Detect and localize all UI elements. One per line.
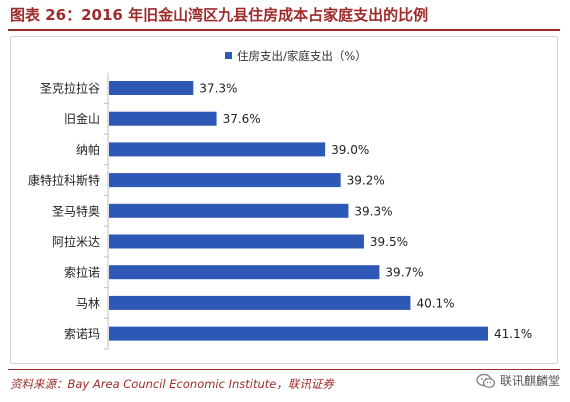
- bar: [109, 142, 326, 157]
- data-label: 39.3%: [354, 204, 392, 218]
- bars-group: 圣克拉拉谷 37.3% 旧金山 37.6% 纳帕 39.0% 康特拉科斯特 39.2% 圣马特奥…: [28, 72, 532, 350]
- data-label: 40.1%: [416, 296, 454, 310]
- bar: [109, 234, 364, 249]
- bar: [109, 265, 380, 280]
- category-label: 索拉诺: [64, 265, 100, 280]
- data-label: 39.0%: [331, 143, 369, 157]
- bar: [109, 203, 349, 218]
- category-label: 康特拉科斯特: [28, 173, 100, 188]
- footer-divider: [8, 369, 560, 370]
- category-label: 旧金山: [64, 111, 100, 126]
- category-label: 圣克拉拉谷: [40, 81, 100, 96]
- watermark: 联讯麒麟堂: [476, 372, 560, 389]
- data-label: 39.5%: [370, 235, 408, 249]
- bar: [109, 173, 341, 188]
- category-label: 纳帕: [76, 142, 100, 157]
- bar: [109, 111, 217, 126]
- legend-swatch: [225, 52, 232, 59]
- watermark-text: 联讯麒麟堂: [499, 374, 560, 388]
- chart-area: 住房支出/家庭支出（%） 圣克拉拉谷 37.3% 旧金山 37.6% 纳帕 39.0% 康特…: [10, 36, 558, 364]
- chart-title: 图表 26：2016 年旧金山湾区九县住房成本占家庭支出的比例: [10, 6, 429, 24]
- bar: [109, 81, 194, 95]
- bar: [109, 295, 411, 310]
- data-label: 41.1%: [494, 327, 532, 341]
- category-label: 马林: [76, 296, 100, 310]
- bar: [109, 326, 488, 341]
- legend: 住房支出/家庭支出（%）: [225, 49, 367, 63]
- data-label: 39.2%: [347, 174, 385, 188]
- title-divider: [8, 29, 560, 31]
- category-label: 索诺玛: [64, 327, 100, 341]
- category-label: 阿拉米达: [52, 234, 100, 249]
- legend-label: 住房支出/家庭支出（%）: [237, 49, 367, 63]
- category-label: 圣马特奥: [52, 203, 100, 218]
- source-note: 资料来源：Bay Area Council Economic Institute…: [10, 377, 334, 391]
- wechat-icon: [476, 373, 496, 388]
- data-label: 39.7%: [385, 266, 423, 280]
- data-label: 37.3%: [199, 82, 237, 96]
- bar-chart: 住房支出/家庭支出（%） 圣克拉拉谷 37.3% 旧金山 37.6% 纳帕 39.0% 康特…: [28, 49, 532, 350]
- data-label: 37.6%: [223, 112, 261, 126]
